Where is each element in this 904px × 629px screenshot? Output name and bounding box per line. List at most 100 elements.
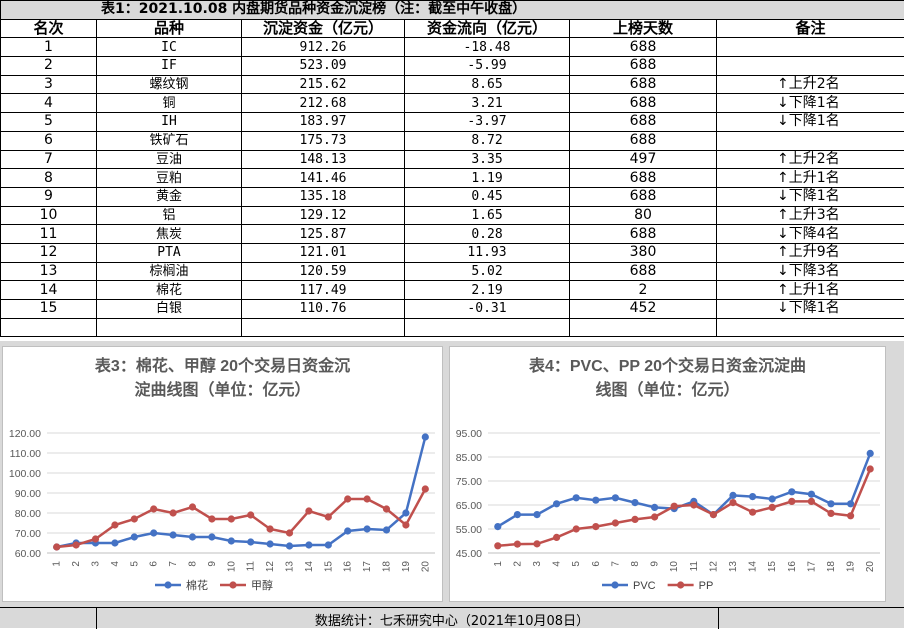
col-header-note: 备注 <box>717 19 904 38</box>
data-point <box>92 535 99 542</box>
legend-label: PVC <box>633 580 656 592</box>
cell-days: 80 <box>570 206 717 225</box>
cell-note: ↑上升1名 <box>717 169 904 188</box>
data-point <box>612 494 619 501</box>
cell-flow: -0.31 <box>405 300 570 319</box>
cell-name: 豆油 <box>97 150 242 169</box>
rank-change-text: 上升2名 <box>789 76 840 92</box>
rank-change-arrow-icon: ↓ <box>777 188 789 204</box>
data-point <box>710 511 717 518</box>
col-header-rank: 名次 <box>1 19 97 38</box>
x-tick-label: 15 <box>323 561 334 573</box>
cell-note <box>717 57 904 76</box>
rank-change-arrow-icon: ↓ <box>777 226 789 242</box>
data-point <box>53 543 60 550</box>
footer: 数据统计：七禾研究中心（2021年10月08日） <box>0 607 904 628</box>
cell-capital: 215.62 <box>242 75 405 94</box>
rank-change-text: 下降4名 <box>789 226 840 242</box>
cell-capital: 129.12 <box>242 206 405 225</box>
cell-flow: 11.93 <box>405 243 570 262</box>
cell-name: PTA <box>97 243 242 262</box>
x-tick-label: 9 <box>650 561 661 567</box>
x-tick-label: 6 <box>149 561 160 567</box>
cell-note: ↓下降3名 <box>717 262 904 281</box>
cell-days: 452 <box>570 300 717 319</box>
data-point <box>514 541 521 548</box>
cell-note: ↓下降1名 <box>717 94 904 113</box>
cell-name: 棕榈油 <box>97 262 242 281</box>
data-point <box>305 541 312 548</box>
data-point <box>170 509 177 516</box>
cell-note: ↓下降1名 <box>717 113 904 132</box>
legend-marker <box>229 581 236 588</box>
x-tick-label: 5 <box>129 561 140 567</box>
rank-change-arrow-icon: ↑ <box>777 151 789 167</box>
x-tick-label: 2 <box>71 561 82 567</box>
data-point <box>111 521 118 528</box>
x-tick-label: 9 <box>207 561 218 567</box>
y-tick-label: 65.00 <box>456 500 482 512</box>
cell-days: 688 <box>570 94 717 113</box>
data-point <box>247 511 254 518</box>
y-tick-label: 90.00 <box>15 488 41 500</box>
cell-note: ↑上升1名 <box>717 281 904 300</box>
data-point <box>808 498 815 505</box>
data-point <box>73 541 80 548</box>
cell-capital: 212.68 <box>242 94 405 113</box>
y-tick-label: 80.00 <box>15 508 41 520</box>
x-tick-label: 6 <box>591 561 602 567</box>
x-tick-label: 17 <box>806 561 817 573</box>
data-point <box>867 465 874 472</box>
cell-rank: 9 <box>1 187 97 206</box>
x-tick-label: 13 <box>728 561 739 573</box>
y-tick-label: 75.00 <box>456 476 482 488</box>
cell-rank: 13 <box>1 262 97 281</box>
legend-label: 棉花 <box>186 578 208 592</box>
cell-flow: 8.72 <box>405 131 570 150</box>
x-tick-label: 12 <box>265 561 276 573</box>
x-tick-label: 11 <box>689 561 700 572</box>
rank-change-text: 下降3名 <box>789 263 840 279</box>
data-point <box>286 529 293 536</box>
x-tick-label: 14 <box>304 561 315 573</box>
rank-change-arrow-icon: ↑ <box>777 170 789 186</box>
y-tick-label: 70.00 <box>15 528 41 540</box>
data-point <box>305 507 312 514</box>
cell-flow: 0.28 <box>405 225 570 244</box>
x-tick-label: 8 <box>188 561 199 567</box>
rank-change-arrow-icon: ↑ <box>777 76 789 92</box>
cell-rank: 15 <box>1 300 97 319</box>
data-point <box>364 525 371 532</box>
y-tick-label: 55.00 <box>456 524 482 536</box>
x-tick-label: 3 <box>91 561 102 567</box>
cell-capital: 183.97 <box>242 113 405 132</box>
cell-rank: 2 <box>1 57 97 76</box>
data-point <box>208 533 215 540</box>
cell-days: 688 <box>570 169 717 188</box>
cell-days: 688 <box>570 225 717 244</box>
cell-name: IH <box>97 113 242 132</box>
cell-capital: 120.59 <box>242 262 405 281</box>
table-title: 表1：2021.10.08 内盘期货品种资金沉淀榜（注：截至中午收盘） <box>1 1 904 20</box>
rank-change-text: 下降1名 <box>789 188 840 204</box>
series-line <box>498 453 870 526</box>
cell-capital: 141.46 <box>242 169 405 188</box>
x-tick-label: 13 <box>285 561 296 573</box>
cell-days: 688 <box>570 262 717 281</box>
x-tick-label: 19 <box>401 561 412 573</box>
cell-rank: 12 <box>1 243 97 262</box>
y-tick-label: 120.00 <box>9 428 41 440</box>
x-tick-label: 16 <box>787 561 798 573</box>
y-tick-label: 85.00 <box>456 452 482 464</box>
data-point <box>494 542 501 549</box>
data-point <box>402 521 409 528</box>
data-point <box>325 541 332 548</box>
data-point <box>150 529 157 536</box>
cell-rank: 6 <box>1 131 97 150</box>
table-blank-row <box>1 318 904 337</box>
